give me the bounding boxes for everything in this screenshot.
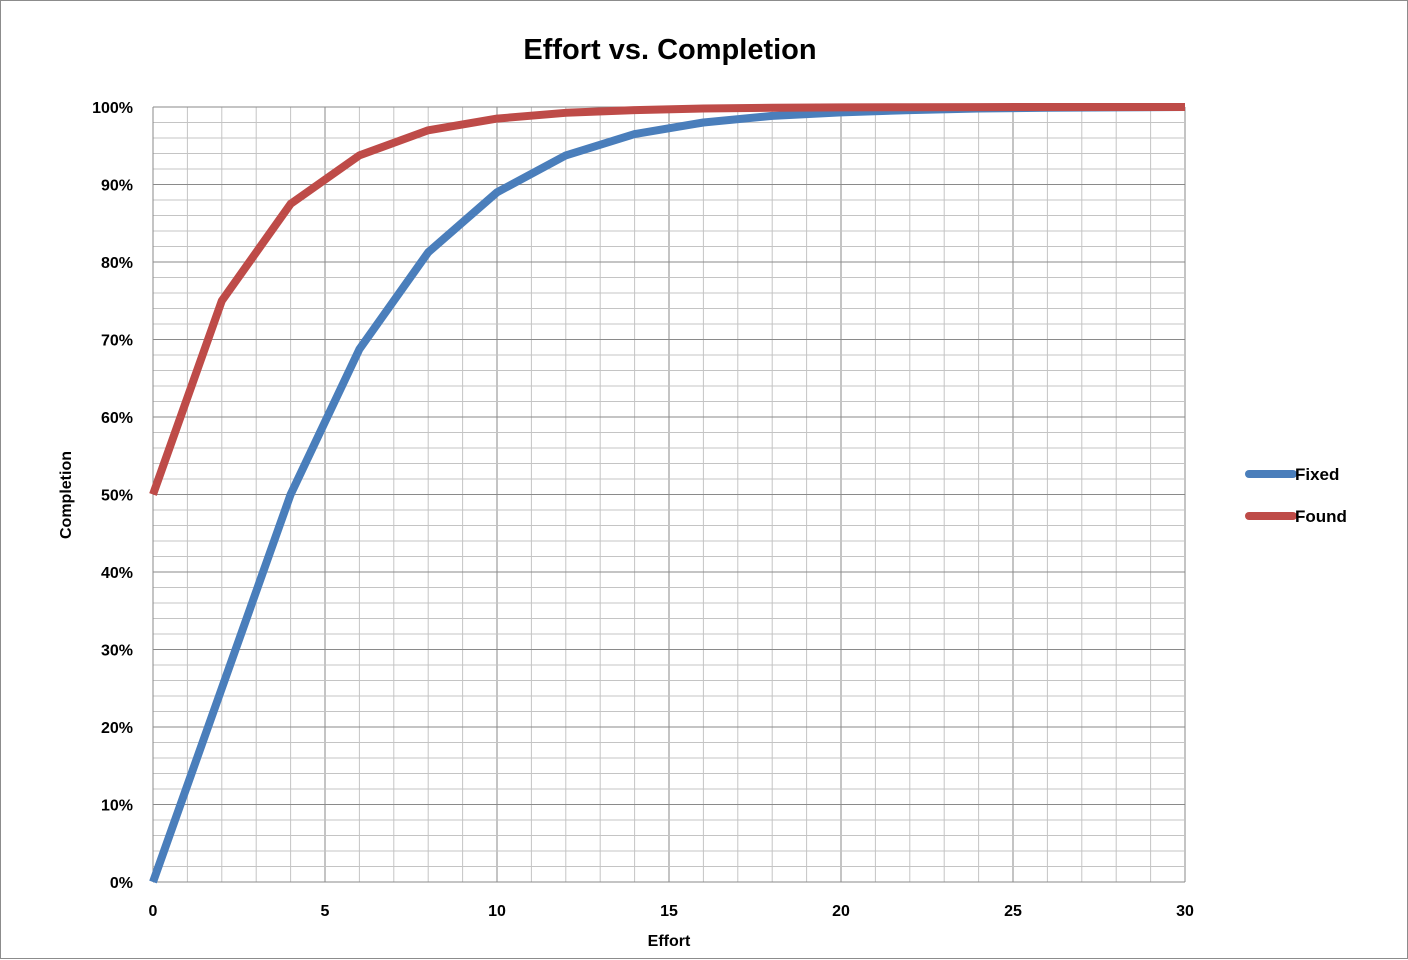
x-tick-label: 15 [660,903,678,920]
y-tick-label: 40% [101,565,133,582]
x-tick-label: 25 [1004,903,1022,920]
x-tick-label: 30 [1176,903,1194,920]
x-tick-label: 0 [149,903,158,920]
legend-label-fixed: Fixed [1295,465,1339,484]
y-tick-label: 70% [101,333,133,350]
y-tick-label: 50% [101,488,133,505]
x-tick-label: 10 [488,903,506,920]
y-tick-label: 80% [101,255,133,272]
y-tick-label: 20% [101,720,133,737]
legend: Fixed Found [1245,465,1347,526]
series-line-found [149,103,1185,496]
y-tick-label: 90% [101,178,133,195]
y-tick-label: 30% [101,643,133,660]
x-axis-title: Effort [648,933,691,950]
y-axis-ticks: 0% 10% 20% 30% 40% 50% 60% 70% 80% 90% 100% [92,100,133,892]
y-tick-label: 10% [101,798,133,815]
y-tick-label: 60% [101,410,133,427]
gridlines [152,106,1186,883]
x-tick-label: 5 [321,903,330,920]
x-axis-ticks: 0 5 10 15 20 25 30 [149,903,1194,920]
x-tick-label: 20 [832,903,850,920]
chart-title: Effort vs. Completion [523,34,816,66]
y-tick-label: 0% [110,875,133,892]
y-axis-title: Completion [58,451,75,539]
series-lines [149,103,1186,884]
legend-label-found: Found [1295,507,1347,526]
y-tick-label: 100% [92,100,133,117]
